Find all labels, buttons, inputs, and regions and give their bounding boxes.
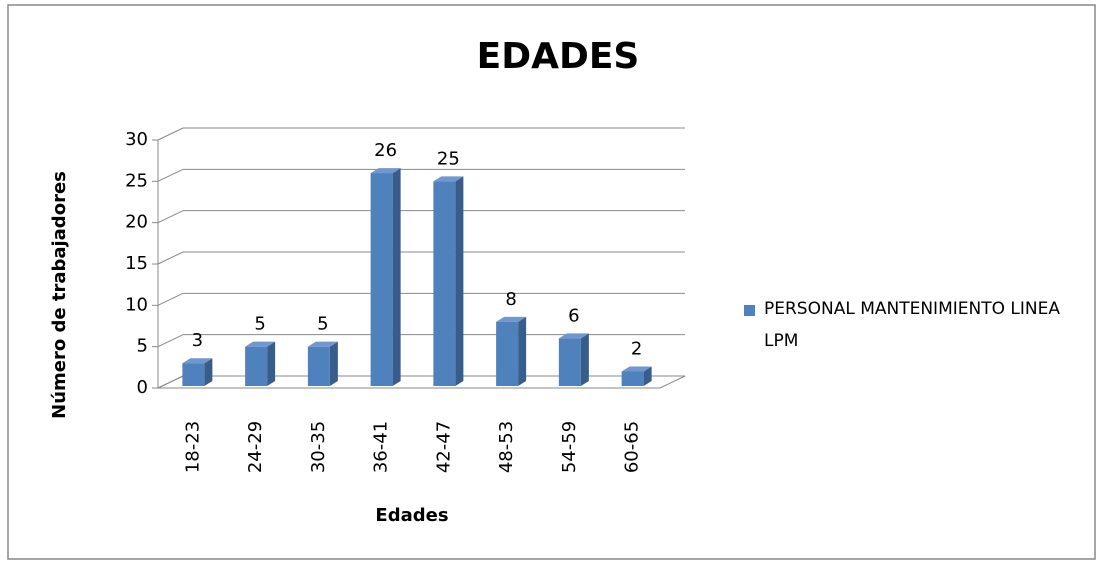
data-label: 8 <box>505 289 516 310</box>
bar-side <box>267 341 276 386</box>
y-tick-label: 20 <box>125 212 148 233</box>
data-label: 2 <box>631 338 642 359</box>
data-label: 6 <box>568 305 579 326</box>
data-label: 26 <box>374 140 397 161</box>
bar-side <box>643 366 652 386</box>
grid-line <box>157 334 184 348</box>
bar-front <box>558 338 581 386</box>
chart-title: EDADES <box>477 36 640 77</box>
bar-top <box>245 341 276 347</box>
grid-line <box>157 168 184 182</box>
x-tick-label: 54-59 <box>559 421 580 473</box>
bar-top <box>182 358 213 364</box>
x-tick-label: 60-65 <box>622 421 643 473</box>
bar-front <box>245 346 268 386</box>
y-axis-title: Número de trabajadores <box>49 171 70 419</box>
x-tick-label: 48-53 <box>496 421 517 473</box>
data-label: 3 <box>192 330 203 351</box>
data-label: 5 <box>254 314 265 335</box>
x-tick-label: 24-29 <box>245 421 266 473</box>
bar-side <box>580 333 589 386</box>
bar-top <box>558 333 589 339</box>
bar <box>245 341 276 386</box>
bar-side <box>455 176 464 386</box>
y-tick-label: 5 <box>137 336 148 357</box>
data-label: 25 <box>437 148 460 169</box>
data-label: 5 <box>317 314 328 335</box>
bar <box>496 316 527 386</box>
legend-swatch <box>744 305 755 316</box>
bar <box>182 358 213 386</box>
bar <box>433 176 464 386</box>
bar-top <box>370 168 401 174</box>
bar-side <box>204 358 213 386</box>
bar-front <box>496 321 519 386</box>
bar-front <box>307 346 330 386</box>
bar-front <box>433 181 456 386</box>
bar-top <box>307 341 338 347</box>
x-tick-label: 18-23 <box>182 421 203 473</box>
y-tick-label: 0 <box>137 377 148 398</box>
legend-label: PERSONAL MANTENIMIENTO LINEA LPM <box>764 299 1060 351</box>
grid-line <box>157 292 184 306</box>
bar <box>621 366 652 386</box>
y-tick-label: 15 <box>125 253 148 274</box>
x-axis-title: Edades <box>375 505 448 526</box>
x-tick-label: 42-47 <box>433 421 454 473</box>
grid-line <box>157 251 184 265</box>
bar-side <box>392 168 401 386</box>
bar <box>307 341 338 386</box>
y-tick-label: 30 <box>125 129 148 150</box>
grid-line <box>157 127 184 141</box>
bar-front <box>621 371 644 386</box>
bar-front <box>370 173 393 386</box>
y-tick-label: 25 <box>125 170 148 191</box>
y-tick-label: 10 <box>125 294 148 315</box>
bar-top <box>621 366 652 372</box>
floor <box>157 375 686 389</box>
bar-top <box>496 316 527 322</box>
bar <box>558 333 589 386</box>
chart-border <box>7 4 1096 560</box>
bar-side <box>518 316 527 386</box>
grid-line <box>157 210 184 224</box>
bar-front <box>182 363 205 386</box>
bar-side <box>329 341 338 386</box>
bar-top <box>433 176 464 182</box>
x-tick-label: 36-41 <box>371 421 392 473</box>
bar <box>370 168 401 386</box>
x-tick-label: 30-35 <box>308 421 329 473</box>
grid-line <box>157 375 184 389</box>
